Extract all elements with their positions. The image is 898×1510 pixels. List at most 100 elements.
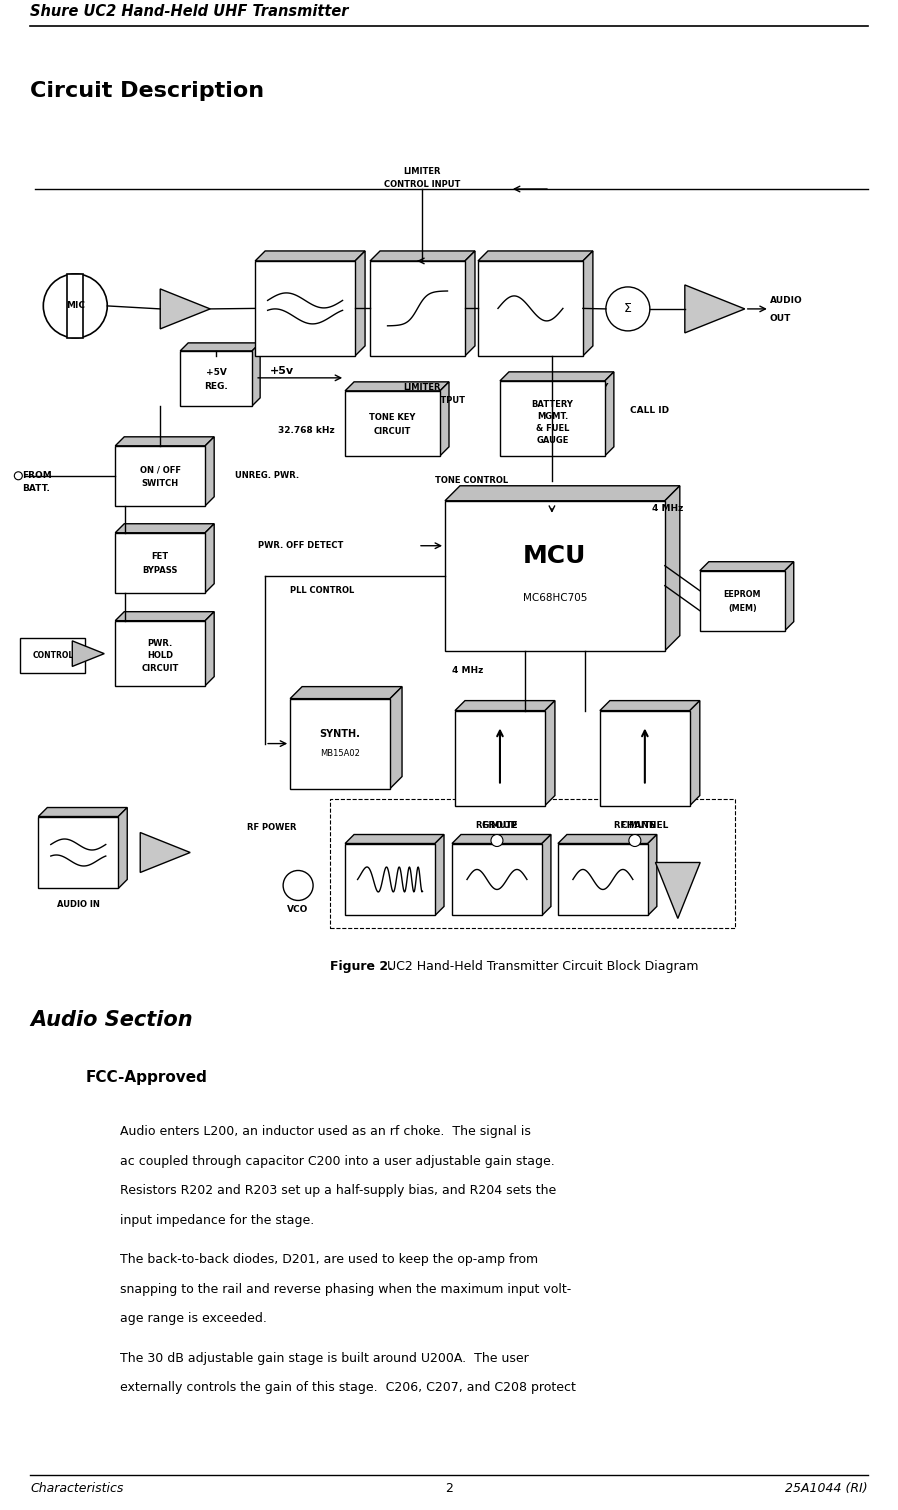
Polygon shape <box>600 701 700 711</box>
FancyBboxPatch shape <box>290 699 390 788</box>
Text: SWITCH: SWITCH <box>142 479 179 488</box>
Text: SYNTH.: SYNTH. <box>320 729 360 738</box>
Text: age range is exceeded.: age range is exceeded. <box>120 1312 267 1326</box>
Polygon shape <box>290 687 402 699</box>
Polygon shape <box>119 808 128 888</box>
FancyBboxPatch shape <box>478 261 583 356</box>
Polygon shape <box>541 835 550 915</box>
Polygon shape <box>665 486 680 651</box>
Text: FET: FET <box>152 553 169 562</box>
Text: ON / OFF: ON / OFF <box>140 465 180 474</box>
Text: BYPASS: BYPASS <box>143 566 178 575</box>
Polygon shape <box>685 285 744 332</box>
FancyBboxPatch shape <box>345 391 440 456</box>
FancyBboxPatch shape <box>255 261 355 356</box>
Polygon shape <box>656 862 700 918</box>
Circle shape <box>14 471 22 480</box>
Text: CIRCUIT: CIRCUIT <box>142 663 179 672</box>
Polygon shape <box>160 288 210 329</box>
Text: RF POWER: RF POWER <box>247 823 297 832</box>
Text: GAUGE: GAUGE <box>536 436 568 445</box>
Polygon shape <box>465 251 475 356</box>
Text: 4 MHz: 4 MHz <box>452 666 483 675</box>
Text: CONTROL INPUT: CONTROL INPUT <box>383 180 460 189</box>
Text: LIMITER: LIMITER <box>403 168 441 177</box>
FancyBboxPatch shape <box>115 445 205 506</box>
Polygon shape <box>205 436 215 506</box>
Text: 32.768 kHz: 32.768 kHz <box>278 426 335 435</box>
Text: & FUEL: & FUEL <box>536 424 569 433</box>
Text: +5V: +5V <box>206 368 226 378</box>
Text: (MEM): (MEM) <box>728 604 757 613</box>
Text: CIRCUIT: CIRCUIT <box>374 427 411 436</box>
Text: CHANNEL: CHANNEL <box>621 820 669 829</box>
FancyBboxPatch shape <box>115 533 205 593</box>
Polygon shape <box>390 687 402 788</box>
FancyBboxPatch shape <box>700 571 785 631</box>
Polygon shape <box>558 835 656 844</box>
Text: PWR.: PWR. <box>147 639 172 648</box>
Text: GROUP: GROUP <box>482 820 518 829</box>
Text: Audio enters L200, an inductor used as an rf choke.  The signal is: Audio enters L200, an inductor used as a… <box>120 1125 531 1139</box>
FancyBboxPatch shape <box>600 711 690 805</box>
Text: UNREG. PWR.: UNREG. PWR. <box>235 471 299 480</box>
FancyBboxPatch shape <box>558 844 647 915</box>
Polygon shape <box>370 251 475 261</box>
Polygon shape <box>255 251 365 261</box>
Text: CONTROL OUTPUT: CONTROL OUTPUT <box>379 396 465 405</box>
Text: AUDIO IN: AUDIO IN <box>57 900 100 909</box>
Text: TONE KEY: TONE KEY <box>562 384 608 393</box>
Text: The back-to-back diodes, D201, are used to keep the op-amp from: The back-to-back diodes, D201, are used … <box>120 1253 539 1267</box>
Text: LIMITER: LIMITER <box>403 384 441 393</box>
Polygon shape <box>478 251 593 261</box>
Text: BATT.: BATT. <box>22 485 50 494</box>
Text: EEPROM: EEPROM <box>724 590 761 599</box>
Text: TONE KEY: TONE KEY <box>369 412 416 421</box>
Text: ac coupled through capacitor C200 into a user adjustable gain stage.: ac coupled through capacitor C200 into a… <box>120 1155 555 1167</box>
FancyBboxPatch shape <box>67 273 84 338</box>
Polygon shape <box>115 436 215 445</box>
Polygon shape <box>140 832 190 873</box>
Circle shape <box>629 835 641 847</box>
Polygon shape <box>583 251 593 356</box>
Text: input impedance for the stage.: input impedance for the stage. <box>120 1214 314 1226</box>
Text: CONTROL: CONTROL <box>32 651 74 660</box>
Text: FROM: FROM <box>22 471 52 480</box>
Text: Figure 2.: Figure 2. <box>330 960 393 974</box>
FancyBboxPatch shape <box>345 844 435 915</box>
Circle shape <box>491 835 503 847</box>
Text: OUT: OUT <box>770 314 791 323</box>
FancyBboxPatch shape <box>115 621 205 686</box>
FancyBboxPatch shape <box>39 817 119 888</box>
Polygon shape <box>205 612 215 686</box>
Polygon shape <box>180 343 260 350</box>
Polygon shape <box>115 612 215 621</box>
Text: FCC-Approved: FCC-Approved <box>85 1071 207 1086</box>
Text: RF MUTE: RF MUTE <box>476 820 518 829</box>
Text: 25A1044 (RI): 25A1044 (RI) <box>785 1481 867 1495</box>
Text: Circuit Description: Circuit Description <box>31 82 264 101</box>
Text: $\Sigma$: $\Sigma$ <box>623 302 632 316</box>
Polygon shape <box>455 701 555 711</box>
Text: Shure UC2 Hand-Held UHF Transmitter: Shure UC2 Hand-Held UHF Transmitter <box>31 5 348 20</box>
Polygon shape <box>452 835 550 844</box>
FancyBboxPatch shape <box>500 381 605 456</box>
Polygon shape <box>345 835 444 844</box>
Polygon shape <box>345 382 449 391</box>
Text: Characteristics: Characteristics <box>31 1481 124 1495</box>
Polygon shape <box>355 251 365 356</box>
Text: snapping to the rail and reverse phasing when the maximum input volt-: snapping to the rail and reverse phasing… <box>120 1282 571 1296</box>
Text: MCU: MCU <box>524 544 586 568</box>
Text: MC68HC705: MC68HC705 <box>523 593 587 602</box>
Circle shape <box>606 287 650 331</box>
Polygon shape <box>700 562 794 571</box>
Text: MB15A02: MB15A02 <box>321 749 360 758</box>
Text: CALL ID: CALL ID <box>629 406 669 415</box>
Text: 2: 2 <box>445 1481 453 1495</box>
Polygon shape <box>205 524 215 593</box>
Text: MGMT.: MGMT. <box>537 412 568 421</box>
Polygon shape <box>545 701 555 805</box>
Polygon shape <box>785 562 794 631</box>
Text: Audio Section: Audio Section <box>31 1010 193 1030</box>
Polygon shape <box>440 382 449 456</box>
